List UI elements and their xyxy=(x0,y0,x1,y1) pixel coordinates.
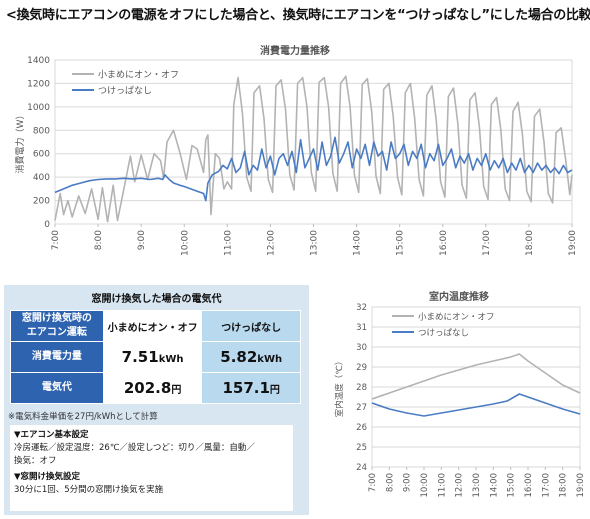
cost-always-unit: 円 xyxy=(269,385,280,396)
y-tick-label: 800 xyxy=(33,126,50,136)
y-axis-label: 消費電力（W） xyxy=(14,111,26,174)
y-tick-label: 29 xyxy=(356,363,367,373)
x-tick-label: 11:00 xyxy=(223,230,233,256)
y-tick-label: 24 xyxy=(356,463,367,473)
y-tick-label: 1200 xyxy=(27,79,50,89)
row-label-energy: 消費電力量 xyxy=(10,341,104,373)
cost-always-value: 157.1 xyxy=(222,379,270,397)
cost-always-cell: 157.1円 xyxy=(201,372,301,404)
power-chart: 0 200 400 600 800 1000 1200 1400 7:00 8:00 9:00 10:… xyxy=(14,56,578,256)
col2-label: つけっぱなし xyxy=(221,322,282,334)
y-tick-label: 1400 xyxy=(27,56,50,66)
y-axis-label: 室内温度（℃） xyxy=(334,357,345,418)
x-tick-label: 13:00 xyxy=(310,230,320,256)
x-tick-label: 13:00 xyxy=(472,473,482,498)
y-tick-label: 25 xyxy=(356,443,367,453)
series-line xyxy=(54,75,573,223)
page-title: <換気時にエアコンの電源をオフにした場合と、換気時にエアコンを“つけっぱなし”に… xyxy=(6,8,590,23)
cost-table-header-label: 窓開け換気時の エアコン運転 xyxy=(10,310,104,342)
series-line xyxy=(54,136,573,202)
plot-area xyxy=(54,59,573,225)
x-tick-label: 7:00 xyxy=(368,473,378,492)
x-tick-label: 10:00 xyxy=(420,473,430,498)
table-row: 電気代 202.8円 157.1円 xyxy=(10,372,301,404)
y-tick-label: 26 xyxy=(356,423,367,433)
x-tick-label: 12:00 xyxy=(455,473,465,498)
cost-onoff-value: 202.8 xyxy=(123,379,172,397)
settings-line: 冷房運転／設定温度：26℃／設定しつど：切り／風量：自動／ xyxy=(14,443,255,453)
col1-label: 小まめにオン・オフ xyxy=(107,322,198,334)
y-tick-label: 1000 xyxy=(27,103,50,113)
cost-panel-title: 窓開け換気した場合の電気代 xyxy=(91,294,222,305)
x-tick-label: 9:00 xyxy=(137,230,147,250)
price-note: ※電気料金単価を27円/kWhとして計算 xyxy=(8,412,158,422)
x-tick-label: 10:00 xyxy=(180,230,190,256)
legend-label: つけっぱなし xyxy=(418,329,469,339)
settings-line: 換気：オフ xyxy=(14,456,57,466)
x-tick-label: 9:00 xyxy=(403,473,413,492)
temp-chart-title: 室内温度推移 xyxy=(429,292,489,303)
legend-label: 小まめにオン・オフ xyxy=(98,70,179,81)
y-tick-label: 27 xyxy=(356,403,367,413)
x-tick-label: 16:00 xyxy=(439,230,449,256)
row-label-cost: 電気代 xyxy=(10,372,104,404)
cost-onoff-unit: 円 xyxy=(171,385,182,396)
x-tick-label: 16:00 xyxy=(524,473,534,498)
y-tick-label: 600 xyxy=(33,150,50,160)
energy-onoff-unit: kWh xyxy=(158,354,184,365)
x-tick-label: 18:00 xyxy=(559,473,569,498)
cost-table-col2-header: つけっぱなし xyxy=(201,310,301,342)
x-tick-label: 17:00 xyxy=(541,473,551,498)
settings-heading: ▼エアコン基本設定 xyxy=(14,430,89,440)
y-tick-label: 200 xyxy=(33,197,50,207)
settings-heading: ▼窓開け換気設定 xyxy=(14,472,81,482)
x-tick-label: 17:00 xyxy=(482,230,492,256)
table-row: 消費電力量 7.51kWh 5.82kWh xyxy=(10,341,301,373)
x-tick-label: 14:00 xyxy=(353,230,363,256)
power-chart-title: 消費電力量推移 xyxy=(260,46,330,57)
x-tick-label: 8:00 xyxy=(94,230,104,250)
legend-label: つけっぱなし xyxy=(98,86,152,97)
y-tick-label: 32 xyxy=(356,303,367,313)
x-tick-label: 19:00 xyxy=(568,230,578,256)
energy-onoff-cell: 7.51kWh xyxy=(102,341,203,373)
x-tick-label: 14:00 xyxy=(489,473,499,498)
cost-table-header-row: 窓開け換気時の エアコン運転 小まめにオン・オフ つけっぱなし xyxy=(10,310,301,342)
settings-line: 30分に1回、5分間の窓開け換気を実施 xyxy=(14,485,164,495)
x-tick-label: 12:00 xyxy=(266,230,276,256)
y-tick-label: 0 xyxy=(44,220,50,230)
x-tick-label: 8:00 xyxy=(385,473,395,492)
series-line xyxy=(371,393,581,417)
energy-always-value: 5.82 xyxy=(220,348,258,366)
y-tick-label: 28 xyxy=(356,383,367,393)
y-tick-label: 30 xyxy=(356,343,367,353)
x-tick-label: 11:00 xyxy=(437,473,447,498)
cost-table-col1-header: 小まめにオン・オフ xyxy=(102,310,203,342)
x-tick-label: 7:00 xyxy=(51,230,61,250)
x-tick-label: 18:00 xyxy=(525,230,535,256)
x-tick-label: 15:00 xyxy=(396,230,406,256)
plot-area xyxy=(371,306,581,468)
legend-label: 小まめにオン・オフ xyxy=(418,312,495,323)
x-tick-label: 15:00 xyxy=(507,473,517,498)
y-tick-label: 31 xyxy=(356,323,367,333)
x-tick-label: 19:00 xyxy=(576,473,586,498)
energy-onoff-value: 7.51 xyxy=(121,348,159,366)
y-tick-label: 400 xyxy=(33,173,50,183)
cost-table: 窓開け換気時の エアコン運転 小まめにオン・オフ つけっぱなし 消費電力量 7.… xyxy=(10,310,301,404)
energy-always-unit: kWh xyxy=(257,354,283,365)
energy-always-cell: 5.82kWh xyxy=(201,341,301,373)
series-line xyxy=(371,353,581,400)
settings-box: ▼エアコン基本設定 冷房運転／設定温度：26℃／設定しつど：切り／風量：自動／ … xyxy=(10,425,293,511)
cost-onoff-cell: 202.8円 xyxy=(102,372,203,404)
